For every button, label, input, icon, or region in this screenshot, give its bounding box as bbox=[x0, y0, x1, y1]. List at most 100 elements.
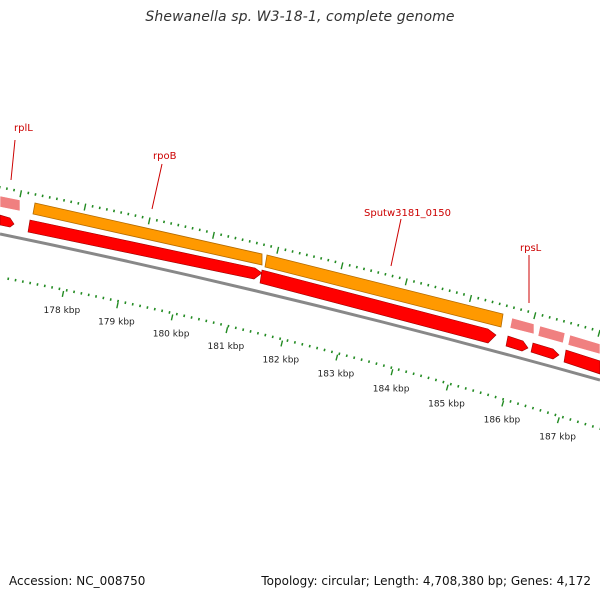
feature-sputw3181-0150[interactable] bbox=[264, 254, 504, 328]
inner-minor-tick bbox=[139, 304, 142, 308]
gene-labels: rplL rpoB Sputw3181_0150 rpsL bbox=[10, 123, 542, 303]
feature-rpoB[interactable] bbox=[32, 202, 263, 266]
inner-minor-tick bbox=[116, 299, 120, 303]
inner-minor-tick bbox=[73, 290, 76, 294]
feature-light-3[interactable] bbox=[567, 334, 600, 355]
inner-minor-tick bbox=[146, 306, 149, 309]
inner-minor-tick bbox=[249, 330, 252, 333]
feature-rpoB-cds[interactable] bbox=[27, 219, 263, 280]
gene-label-rpsL[interactable]: rpsL bbox=[520, 243, 542, 254]
outer-minor-tick bbox=[48, 196, 51, 199]
outer-minor-tick bbox=[34, 193, 37, 196]
inner-minor-tick bbox=[524, 404, 527, 408]
outer-minor-tick bbox=[255, 241, 258, 245]
outer-minor-tick bbox=[305, 253, 308, 257]
map-title: Shewanella sp. W3-18-1, complete genome bbox=[145, 9, 455, 25]
inner-minor-tick bbox=[264, 333, 267, 337]
outer-minor-tick bbox=[348, 263, 351, 267]
inner-minor-tick bbox=[457, 384, 460, 388]
inner-minor-tick bbox=[472, 389, 475, 392]
outer-minor-tick bbox=[127, 212, 130, 216]
inner-minor-tick bbox=[397, 368, 400, 372]
outer-minor-tick bbox=[41, 194, 44, 198]
inner-minor-tick bbox=[80, 291, 83, 295]
inner-major-tick bbox=[280, 340, 284, 347]
gene-label-rpoB[interactable]: rpoB bbox=[153, 151, 177, 162]
inner-minor-tick bbox=[546, 411, 550, 415]
outer-minor-tick bbox=[384, 272, 387, 276]
outer-minor-tick bbox=[527, 310, 530, 313]
inner-minor-tick bbox=[375, 362, 378, 366]
inner-minor-tick bbox=[539, 408, 542, 412]
inner-minor-tick bbox=[509, 400, 512, 403]
gene-label-sputw3181-0150[interactable]: Sputw3181_0150 bbox=[364, 208, 451, 219]
feature-rpsL-cds[interactable] bbox=[505, 335, 529, 352]
feature-rplL-cds[interactable] bbox=[0, 214, 15, 228]
outer-minor-tick bbox=[320, 256, 323, 260]
kbp-tick-label: 184 kbp bbox=[373, 384, 410, 394]
inner-minor-tick bbox=[323, 348, 326, 352]
track-light-cds bbox=[0, 195, 600, 355]
inner-minor-tick bbox=[234, 326, 237, 330]
inner-minor-tick bbox=[190, 316, 193, 319]
outer-minor-tick bbox=[577, 323, 580, 327]
leader-line-sputw3181-0150 bbox=[390, 218, 402, 267]
inner-minor-tick bbox=[308, 344, 311, 348]
gene-label-rplL[interactable]: rplL bbox=[14, 123, 33, 134]
feature-rplL-light[interactable] bbox=[0, 195, 21, 212]
outer-minor-tick bbox=[427, 283, 430, 287]
inner-minor-tick bbox=[301, 342, 304, 346]
inner-minor-tick bbox=[109, 298, 112, 301]
inner-minor-tick bbox=[434, 378, 438, 382]
feature-rpsL-light[interactable] bbox=[509, 317, 535, 335]
inner-minor-tick bbox=[412, 372, 415, 376]
outer-minor-tick bbox=[505, 304, 508, 308]
feature-cds-2[interactable] bbox=[530, 342, 560, 360]
inner-minor-tick bbox=[279, 337, 282, 341]
inner-minor-tick bbox=[531, 406, 535, 410]
outer-minor-tick bbox=[291, 250, 294, 253]
kbp-tick-label: 180 kbp bbox=[153, 329, 190, 339]
outer-minor-tick bbox=[548, 315, 551, 319]
outer-minor-tick bbox=[541, 314, 544, 317]
accession-text: Accession: NC_008750 bbox=[9, 574, 146, 588]
outer-major-tick bbox=[212, 231, 215, 239]
outer-major-tick bbox=[468, 294, 473, 303]
outer-minor-tick bbox=[248, 239, 251, 243]
outer-minor-tick bbox=[298, 251, 301, 255]
inner-minor-tick bbox=[168, 311, 171, 314]
inner-minor-tick bbox=[94, 295, 98, 298]
outer-minor-tick bbox=[120, 211, 123, 214]
track-red-cds bbox=[0, 214, 600, 375]
track-orange bbox=[32, 202, 504, 328]
feature-light-2[interactable] bbox=[537, 325, 566, 344]
inner-minor-tick bbox=[256, 331, 260, 335]
outer-minor-tick bbox=[491, 300, 494, 304]
outer-minor-tick bbox=[484, 298, 487, 302]
feature-cds-3[interactable] bbox=[563, 349, 600, 375]
inner-minor-tick bbox=[345, 354, 348, 358]
outer-minor-tick bbox=[134, 214, 137, 217]
outer-minor-tick bbox=[205, 230, 208, 233]
outer-minor-tick bbox=[441, 287, 444, 291]
kbp-tick-label: 186 kbp bbox=[484, 416, 521, 426]
inner-minor-tick bbox=[183, 314, 186, 318]
outer-minor-tick bbox=[412, 280, 416, 283]
outer-minor-tick bbox=[477, 296, 480, 300]
inner-minor-tick bbox=[464, 387, 467, 390]
inner-major-tick bbox=[61, 290, 65, 298]
inner-ruler: 178 kbp 179 kbp 180 kbp 181 kbp 182 kbp 183 k… bbox=[7, 277, 600, 442]
inner-minor-tick bbox=[561, 415, 565, 419]
feature-sputw3181-0150-cds[interactable] bbox=[259, 269, 497, 344]
kbp-tick-label: 185 kbp bbox=[428, 400, 465, 410]
outer-minor-tick bbox=[362, 267, 366, 271]
outer-minor-tick bbox=[591, 327, 594, 331]
outer-minor-tick bbox=[262, 243, 266, 247]
inner-minor-tick bbox=[569, 418, 572, 421]
outer-minor-tick bbox=[584, 325, 587, 329]
outer-minor-tick bbox=[234, 236, 237, 240]
inner-minor-tick bbox=[124, 301, 127, 305]
outer-minor-tick bbox=[91, 204, 94, 208]
inner-minor-tick bbox=[286, 339, 289, 342]
